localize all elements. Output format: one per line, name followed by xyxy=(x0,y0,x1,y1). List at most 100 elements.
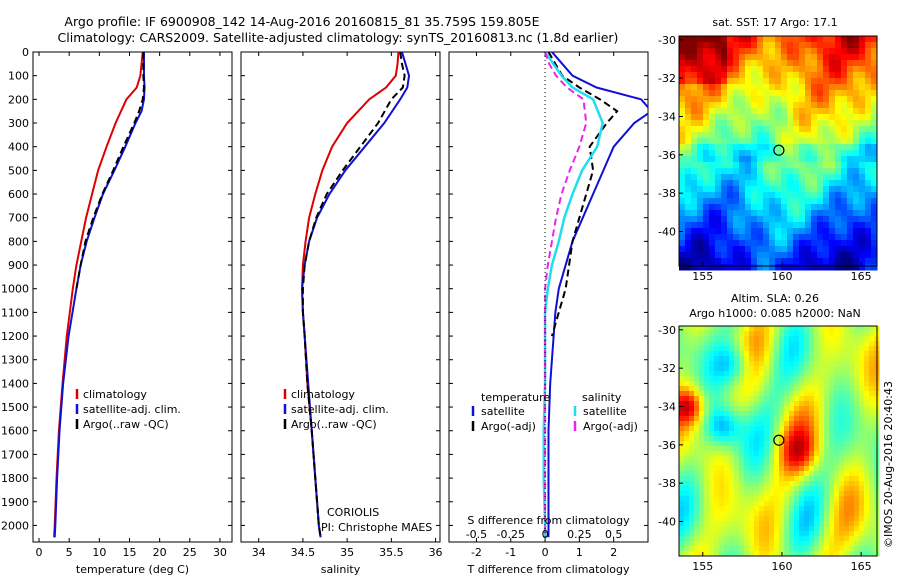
map-cell xyxy=(811,186,818,193)
map-cell xyxy=(739,546,745,552)
map-cell xyxy=(829,156,836,163)
depth-tick-label: 800 xyxy=(8,235,29,248)
map-cell xyxy=(679,401,685,407)
map-cell xyxy=(834,326,840,332)
map-cell xyxy=(697,240,704,247)
map-cell xyxy=(719,516,725,522)
map-cell xyxy=(703,168,710,175)
map-cell xyxy=(697,180,704,187)
map-cell xyxy=(865,114,872,121)
map-cell xyxy=(721,42,728,49)
map-cell xyxy=(784,336,790,342)
map-cell xyxy=(724,336,730,342)
map-cell xyxy=(764,456,770,462)
map-cell xyxy=(849,496,855,502)
map-cell xyxy=(734,376,740,382)
map-cell xyxy=(864,351,870,357)
map-cell xyxy=(691,156,698,163)
map-cell xyxy=(733,210,740,217)
map-cell xyxy=(824,441,830,447)
map-cell xyxy=(744,491,750,497)
map-cell xyxy=(715,216,722,223)
map-cell xyxy=(775,162,782,169)
map-cell xyxy=(754,396,760,402)
map-cell xyxy=(744,366,750,372)
map-cell xyxy=(804,466,810,472)
map-cell xyxy=(869,466,875,472)
map-cell xyxy=(759,456,765,462)
map-cell xyxy=(709,48,716,55)
map-cell xyxy=(769,186,776,193)
map-cell xyxy=(759,466,765,472)
map-cell xyxy=(853,84,860,91)
map-cell xyxy=(869,366,875,372)
map-cell xyxy=(779,426,785,432)
map-cell xyxy=(679,371,685,377)
map-cell xyxy=(865,138,872,145)
map-cell xyxy=(749,551,755,557)
map-cell xyxy=(775,156,782,163)
map-cell xyxy=(754,446,760,452)
map-cell xyxy=(729,356,735,362)
map-cell xyxy=(751,204,758,211)
map-cell xyxy=(745,66,752,73)
map-cell xyxy=(721,156,728,163)
map-cell xyxy=(704,476,710,482)
map-cell xyxy=(739,466,745,472)
map-cell xyxy=(869,361,875,367)
map-cell xyxy=(794,486,800,492)
map-cell xyxy=(835,132,842,139)
map-cell xyxy=(739,228,746,235)
map-cell xyxy=(763,162,770,169)
map-cell xyxy=(865,60,872,67)
map-cell xyxy=(724,481,730,487)
map-cell xyxy=(823,90,830,97)
map-cell xyxy=(864,431,870,437)
map-cell xyxy=(787,150,794,157)
map-cell xyxy=(704,506,710,512)
map-cell xyxy=(869,326,875,332)
map-cell xyxy=(824,521,830,527)
map-cell xyxy=(829,174,836,181)
map-cell xyxy=(811,60,818,67)
lat-tick-label: -34 xyxy=(658,111,676,124)
map-cell xyxy=(829,54,836,61)
map-cell xyxy=(849,341,855,347)
map-cell xyxy=(679,426,685,432)
map-cell xyxy=(799,496,805,502)
map-cell xyxy=(734,466,740,472)
map-cell xyxy=(733,132,740,139)
map-cell xyxy=(847,144,854,151)
map-cell xyxy=(809,521,815,527)
map-cell xyxy=(709,198,716,205)
map-cell xyxy=(685,150,692,157)
map-cell xyxy=(859,204,866,211)
map-cell xyxy=(764,366,770,372)
map-cell xyxy=(809,381,815,387)
map-cell xyxy=(823,222,830,229)
map-cell xyxy=(819,391,825,397)
map-cell xyxy=(685,204,692,211)
map-cell xyxy=(729,341,735,347)
map-cell xyxy=(829,78,836,85)
map-cell xyxy=(789,366,795,372)
map-cell xyxy=(789,451,795,457)
map-cell xyxy=(744,361,750,367)
map-cell xyxy=(811,42,818,49)
map-cell xyxy=(734,461,740,467)
map-cell xyxy=(841,210,848,217)
map-cell xyxy=(727,54,734,61)
map-cell xyxy=(853,72,860,79)
map-cell xyxy=(839,326,845,332)
map-cell xyxy=(697,246,704,253)
map-cell xyxy=(733,48,740,55)
map-cell xyxy=(864,356,870,362)
map-cell xyxy=(715,258,722,265)
map-cell xyxy=(864,376,870,382)
map-cell xyxy=(849,391,855,397)
map-cell xyxy=(779,456,785,462)
map-cell xyxy=(759,326,765,332)
map-cell xyxy=(775,84,782,91)
map-cell xyxy=(774,361,780,367)
map-cell xyxy=(844,411,850,417)
